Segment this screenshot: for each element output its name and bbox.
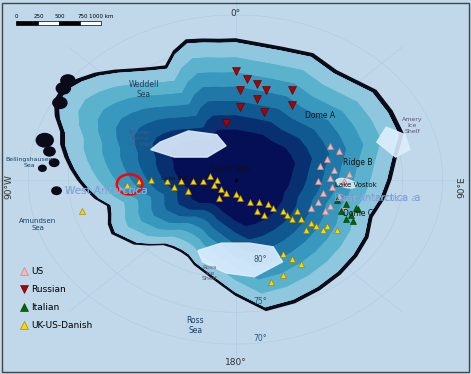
Text: 1000 km: 1000 km xyxy=(89,14,114,19)
Bar xyxy=(16,21,38,25)
Text: UK-US-Danish: UK-US-Danish xyxy=(31,321,92,329)
Text: West Antarctica: West Antarctica xyxy=(65,186,147,196)
Circle shape xyxy=(36,134,53,147)
Text: Lake Vostok: Lake Vostok xyxy=(335,182,376,188)
Text: 90°W: 90°W xyxy=(5,175,14,199)
Polygon shape xyxy=(60,43,398,307)
Polygon shape xyxy=(172,131,294,225)
Text: South Pole: South Pole xyxy=(210,165,250,174)
Text: Weddell
Sea: Weddell Sea xyxy=(129,80,159,99)
Polygon shape xyxy=(135,102,328,252)
Bar xyxy=(38,21,59,25)
Text: Dome C: Dome C xyxy=(343,209,373,218)
Circle shape xyxy=(52,187,61,194)
Text: 0: 0 xyxy=(15,14,18,19)
Polygon shape xyxy=(55,39,403,310)
Text: 500: 500 xyxy=(55,14,65,19)
Polygon shape xyxy=(79,58,380,292)
Bar xyxy=(80,21,101,25)
Polygon shape xyxy=(377,127,410,157)
Text: Ross
Sea: Ross Sea xyxy=(187,316,204,335)
Text: Italian: Italian xyxy=(31,303,59,312)
Circle shape xyxy=(39,165,46,171)
Circle shape xyxy=(44,147,55,156)
Text: Filchner-
Ronne
Ice Shelf: Filchner- Ronne Ice Shelf xyxy=(129,130,152,147)
Circle shape xyxy=(56,83,70,94)
Polygon shape xyxy=(60,43,398,307)
Text: West Antarctica: West Antarctica xyxy=(65,186,147,196)
Polygon shape xyxy=(98,73,362,279)
Text: 180°: 180° xyxy=(225,358,246,367)
Polygon shape xyxy=(60,43,398,307)
Text: 70°: 70° xyxy=(253,334,267,343)
Text: Bellingshausen
Sea: Bellingshausen Sea xyxy=(5,157,53,168)
Polygon shape xyxy=(117,88,345,265)
Text: 75°: 75° xyxy=(253,297,267,306)
Circle shape xyxy=(49,159,59,166)
Text: East Antarctica  a: East Antarctica a xyxy=(333,193,420,203)
Text: Ross
Ice
Shelf: Ross Ice Shelf xyxy=(202,265,218,281)
Polygon shape xyxy=(154,116,311,239)
Polygon shape xyxy=(154,116,311,239)
Polygon shape xyxy=(198,243,283,277)
Polygon shape xyxy=(98,73,362,279)
Text: Dome A: Dome A xyxy=(305,111,335,120)
Bar xyxy=(59,21,80,25)
Polygon shape xyxy=(117,88,345,265)
Text: Amundsen
Sea: Amundsen Sea xyxy=(19,218,57,231)
Text: 80°: 80° xyxy=(253,255,267,264)
Text: US: US xyxy=(31,267,43,276)
Text: 750: 750 xyxy=(77,14,88,19)
Text: Russian: Russian xyxy=(31,285,66,294)
Ellipse shape xyxy=(336,178,356,188)
Polygon shape xyxy=(172,131,294,225)
Polygon shape xyxy=(151,131,226,157)
Polygon shape xyxy=(135,102,328,252)
Text: Lake Ellsworth: Lake Ellsworth xyxy=(161,176,207,181)
Text: 90°E: 90°E xyxy=(457,176,466,198)
Circle shape xyxy=(53,97,67,108)
Text: Ridge B: Ridge B xyxy=(343,158,373,167)
Circle shape xyxy=(61,75,75,86)
Text: East Antarctica  a: East Antarctica a xyxy=(337,194,417,203)
Text: 0°: 0° xyxy=(230,9,241,18)
Text: Amery
Ice
Shelf: Amery Ice Shelf xyxy=(402,117,422,134)
Text: 250: 250 xyxy=(33,14,44,19)
Polygon shape xyxy=(79,58,380,292)
